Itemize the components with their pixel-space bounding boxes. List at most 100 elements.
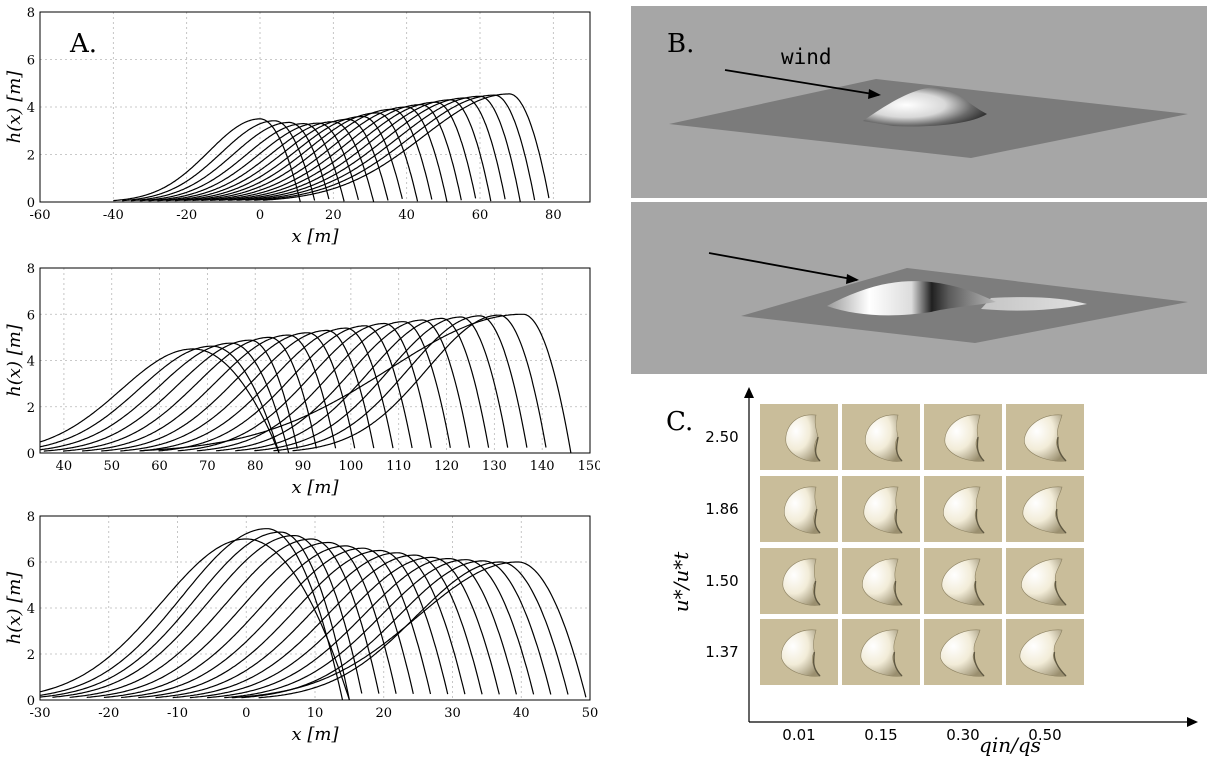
y-value-label: 1.37 — [705, 643, 738, 661]
barchan-slipface — [814, 508, 821, 534]
dune-profile-line — [207, 557, 517, 699]
y-tick-label: 4 — [27, 602, 35, 617]
y-tick-label: 6 — [27, 556, 35, 571]
dune-profile-line — [69, 538, 380, 698]
dune-profile-line — [262, 93, 550, 201]
x-value-label: 0.30 — [946, 726, 979, 744]
dune-profile-line — [231, 561, 587, 699]
x-tick-label: 20 — [375, 706, 392, 721]
y-value-label: 1.86 — [705, 500, 738, 518]
panel-a-chart-1: -60 -40 -20 0 20 40 60 80 0 2 4 6 8 x [m] h(x) [m] A. — [4, 6, 591, 247]
dune-profile-line — [139, 122, 345, 202]
y-tick-label: 0 — [27, 447, 35, 462]
y-axis-label: h(x) [m] — [4, 323, 25, 397]
y-tick-label: 4 — [27, 355, 35, 370]
x-tick-label: -10 — [167, 706, 188, 721]
barchan-slipface — [893, 651, 903, 677]
dune-profile-line — [245, 95, 521, 203]
barchan-slipface — [973, 651, 985, 677]
barchan-slipface — [1055, 508, 1067, 534]
y-tick-label: 0 — [27, 694, 35, 709]
x-tick-label: 140 — [530, 459, 555, 474]
dune-profile-line — [172, 554, 483, 699]
dune-profile-line — [39, 348, 280, 454]
x-value-label: 0.15 — [864, 726, 897, 744]
panel-a-label: A. — [69, 29, 97, 59]
dune-mound-bottom — [827, 281, 996, 316]
panel-c-x-arrowhead — [1187, 717, 1198, 727]
dune-profile-line — [39, 531, 350, 701]
barchan-slipface — [812, 651, 821, 677]
dune-tail-bottom — [981, 297, 1087, 311]
panel-c-y-axis-label: u*/u*t — [669, 551, 693, 613]
dune-profile-line — [227, 99, 492, 202]
panel-b-label: B. — [667, 29, 694, 59]
y-tick-label: 6 — [27, 54, 35, 69]
x-tick-label: 80 — [247, 459, 264, 474]
x-tick-label: 60 — [151, 459, 168, 474]
x-tick-label: 150 — [578, 459, 600, 474]
x-tick-label: -60 — [30, 208, 51, 223]
dune-profile-line — [52, 535, 363, 698]
y-value-label: 2.50 — [705, 428, 738, 446]
dune-profile-line — [183, 112, 419, 202]
dune-profile-line — [140, 313, 572, 454]
x-tick-label: 120 — [434, 459, 459, 474]
dune-profile-line — [113, 118, 301, 203]
dune-profile-line — [236, 97, 506, 201]
panel-a-chart-3: -30 -20 -10 0 10 20 30 40 50 0 2 4 6 8 x [m] h(x) [m] — [4, 510, 599, 745]
x-axis-label: x [m] — [292, 724, 340, 745]
y-axis-label: h(x) [m] — [4, 70, 25, 144]
barchan-slipface — [1057, 436, 1067, 462]
plot-frame — [39, 11, 591, 203]
x-tick-label: 0 — [256, 208, 264, 223]
dune-profile-line — [224, 559, 535, 699]
y-tick-label: 4 — [27, 101, 35, 116]
dune-profile-line — [120, 329, 375, 452]
panel-b: wind B. — [631, 6, 1207, 374]
x-tick-label: 100 — [338, 459, 363, 474]
y-tick-label: 2 — [27, 648, 35, 663]
barchan-slipface — [975, 508, 985, 534]
x-tick-label: -40 — [103, 208, 124, 223]
dune-profile-line — [86, 541, 397, 698]
y-tick-label: 8 — [27, 262, 35, 277]
dune-profile-line — [254, 94, 536, 201]
dune-profile-line — [254, 316, 509, 452]
x-tick-label: 40 — [56, 459, 73, 474]
wind-arrowhead-top — [868, 89, 881, 99]
wind-arrow-top — [724, 69, 880, 96]
x-tick-label: 70 — [199, 459, 216, 474]
dune-profile-line — [292, 314, 547, 452]
wind-label: wind — [781, 45, 832, 69]
dune-profile-line — [148, 122, 359, 202]
x-axis-label: x [m] — [292, 226, 340, 247]
y-tick-label: 2 — [27, 401, 35, 416]
x-tick-label: 50 — [582, 706, 599, 721]
dune-profile-line — [189, 556, 500, 699]
x-tick-label: -20 — [176, 208, 197, 223]
barchan-slipface — [1053, 651, 1067, 677]
x-tick-label: 60 — [472, 208, 489, 223]
panel-c-label: C. — [666, 407, 693, 437]
wind-arrow-bottom — [708, 252, 858, 281]
x-tick-label: 50 — [103, 459, 120, 474]
wind-arrowhead-bottom — [846, 274, 859, 284]
barchan-slipface — [895, 508, 903, 534]
dune-profile-line — [139, 327, 394, 452]
x-tick-label: 10 — [307, 706, 324, 721]
y-value-label: 1.50 — [705, 572, 738, 590]
panel-c-x-values: 0.01 0.15 0.30 0.50 — [782, 726, 1061, 744]
dune-profile-line — [39, 342, 290, 454]
barchan-slipface — [894, 580, 903, 606]
x-tick-label: 80 — [545, 208, 562, 223]
dune-profile-line — [62, 336, 317, 452]
dune-profile-line — [273, 315, 528, 452]
y-tick-label: 6 — [27, 308, 35, 323]
y-tick-label: 8 — [27, 6, 35, 21]
barchan-slipface — [974, 580, 985, 606]
x-axis-label: x [m] — [292, 477, 340, 498]
x-tick-label: 90 — [295, 459, 312, 474]
x-tick-label: 110 — [386, 459, 411, 474]
panel-c-y-arrowhead — [744, 387, 754, 398]
